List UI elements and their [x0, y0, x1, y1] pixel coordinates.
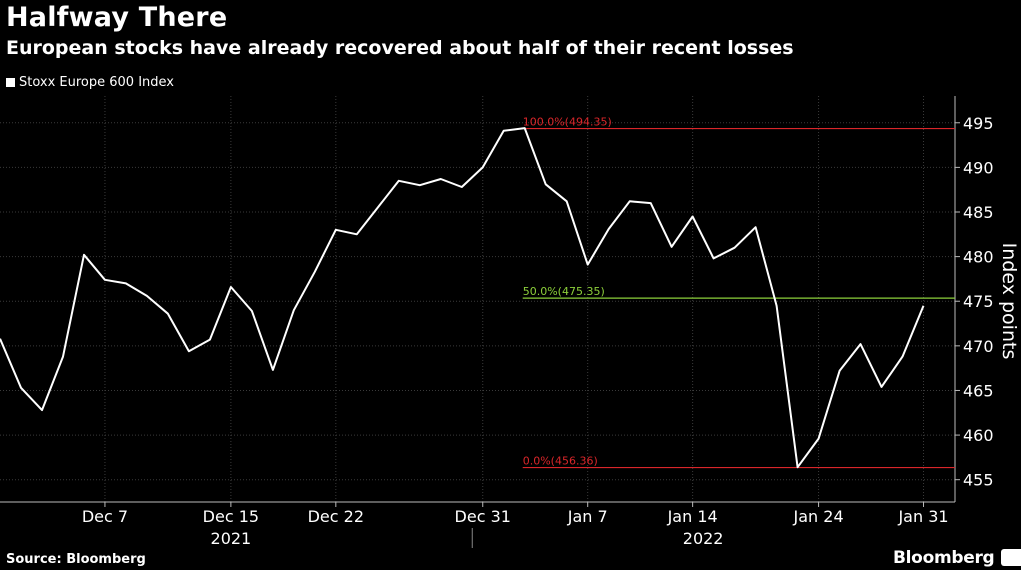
- y-axis-title: Index points: [998, 243, 1020, 360]
- legend-label: Stoxx Europe 600 Index: [19, 75, 175, 90]
- x-tick-label: Jan 14: [667, 507, 718, 526]
- y-tick-label: 455: [963, 471, 994, 490]
- y-tick-label: 470: [963, 337, 994, 356]
- legend-swatch: [6, 78, 15, 87]
- legend: Stoxx Europe 600 Index: [6, 75, 174, 90]
- series-line: [0, 127, 925, 469]
- retracement-label: 0.0%(456.36): [523, 455, 598, 468]
- retracement-label: 50.0%(475.35): [523, 285, 605, 298]
- y-tick-label: 490: [963, 158, 994, 177]
- bloomberg-logo: Bloomberg: [893, 548, 995, 568]
- retracement-label: 100.0%(494.35): [523, 116, 612, 129]
- chart-subtitle: European stocks have already recovered a…: [6, 37, 794, 59]
- x-tick-label: Jan 7: [567, 507, 608, 526]
- x-tick-label: Dec 15: [203, 507, 259, 526]
- y-tick-label: 480: [963, 248, 994, 267]
- x-tick-label: Dec 22: [308, 507, 364, 526]
- year-label: 2021: [211, 529, 252, 548]
- x-tick-label: Dec 7: [82, 507, 128, 526]
- x-tick-label: Jan 31: [897, 507, 948, 526]
- chart-title: Halfway There: [6, 2, 228, 33]
- year-label: 2022: [683, 529, 724, 548]
- brand-badge-icon: [1001, 549, 1021, 566]
- x-tick-label: Jan 24: [793, 507, 844, 526]
- y-tick-label: 485: [963, 203, 994, 222]
- x-tick-label: Dec 31: [455, 507, 511, 526]
- y-tick-label: 460: [963, 426, 994, 445]
- y-tick-label: 495: [963, 114, 994, 133]
- source-note: Source: Bloomberg: [6, 552, 146, 567]
- y-tick-label: 465: [963, 381, 994, 400]
- y-tick-label: 475: [963, 292, 994, 311]
